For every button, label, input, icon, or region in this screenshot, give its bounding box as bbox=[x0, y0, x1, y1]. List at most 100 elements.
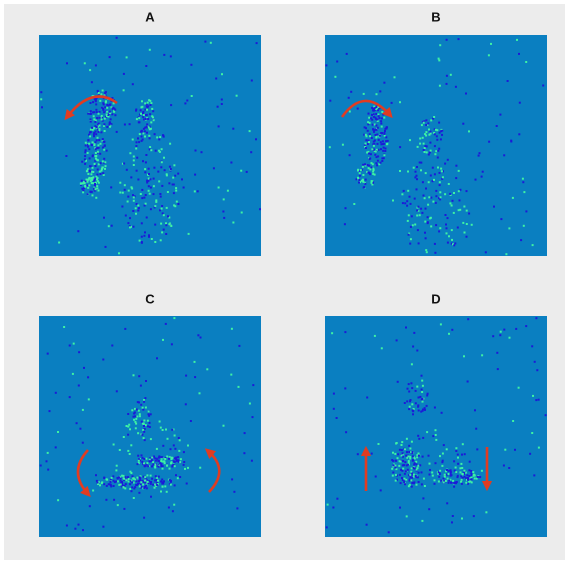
event-pixel bbox=[361, 165, 364, 168]
event-pixel bbox=[399, 460, 402, 463]
event-pixel bbox=[395, 442, 398, 444]
event-pixel bbox=[441, 452, 444, 455]
event-pixel bbox=[405, 464, 408, 467]
event-pixel bbox=[451, 199, 454, 202]
event-pixel bbox=[151, 465, 153, 468]
event-pixel bbox=[405, 478, 408, 481]
event-pixel bbox=[154, 149, 157, 152]
event-pixel bbox=[481, 170, 484, 173]
event-pixel bbox=[364, 145, 367, 148]
event-pixel bbox=[448, 479, 451, 482]
event-pixel bbox=[370, 117, 373, 120]
event-pixel bbox=[39, 464, 42, 467]
event-pixel bbox=[429, 141, 432, 144]
event-pixel bbox=[102, 103, 105, 106]
event-pixel bbox=[113, 481, 116, 484]
event-pixel bbox=[122, 484, 125, 487]
event-pixel bbox=[132, 199, 135, 202]
event-pixel bbox=[108, 110, 111, 113]
event-pixel bbox=[125, 425, 128, 427]
event-pixel bbox=[74, 527, 77, 530]
event-pixel bbox=[100, 93, 103, 96]
event-pixel bbox=[150, 495, 152, 498]
event-pixel bbox=[358, 172, 361, 175]
event-pixel bbox=[453, 485, 456, 488]
event-pixel bbox=[163, 53, 166, 56]
event-pixel bbox=[518, 133, 521, 136]
event-pixel bbox=[96, 481, 99, 484]
event-pixel bbox=[101, 116, 103, 119]
event-pixel bbox=[135, 169, 138, 172]
event-pixel bbox=[141, 197, 144, 200]
event-pixel bbox=[240, 169, 243, 172]
event-pixel bbox=[371, 183, 374, 186]
event-pixel bbox=[386, 142, 389, 145]
event-pixel bbox=[172, 444, 175, 447]
event-pixel bbox=[166, 455, 169, 458]
event-pixel bbox=[392, 464, 395, 467]
event-pixel bbox=[461, 467, 464, 469]
event-pixel bbox=[417, 396, 420, 399]
event-pixel bbox=[397, 453, 400, 456]
event-pixel bbox=[157, 479, 159, 482]
event-pixel bbox=[401, 202, 404, 205]
event-pixel bbox=[429, 149, 432, 152]
event-pixel bbox=[466, 380, 469, 383]
event-pixel bbox=[401, 469, 404, 472]
event-pixel bbox=[119, 181, 122, 184]
event-pixel bbox=[372, 170, 375, 173]
event-pixel bbox=[86, 184, 89, 187]
event-pixel bbox=[475, 427, 478, 430]
event-pixel bbox=[135, 422, 138, 425]
event-pixel bbox=[112, 485, 115, 487]
event-pixel bbox=[445, 38, 448, 41]
event-pixel bbox=[137, 137, 139, 140]
event-pixel bbox=[97, 146, 100, 149]
event-pixel bbox=[462, 122, 465, 125]
event-pixel bbox=[170, 458, 173, 460]
event-pixel bbox=[109, 483, 112, 486]
event-pixel bbox=[96, 147, 99, 149]
event-pixel bbox=[375, 128, 378, 131]
event-pixel bbox=[129, 152, 132, 155]
event-pixel bbox=[148, 137, 151, 140]
event-pixel bbox=[158, 149, 160, 152]
event-pixel bbox=[432, 200, 435, 203]
event-pixel bbox=[148, 421, 151, 424]
event-pixel bbox=[138, 401, 140, 404]
event-pixel bbox=[135, 118, 138, 121]
event-pixel bbox=[371, 163, 374, 166]
event-pixel bbox=[46, 451, 49, 454]
event-pixel bbox=[147, 118, 150, 120]
event-pixel bbox=[230, 161, 233, 164]
event-pixel bbox=[460, 475, 463, 478]
event-pixel bbox=[409, 473, 412, 476]
event-pixel bbox=[94, 165, 97, 167]
event-pixel bbox=[409, 139, 411, 142]
event-pixel bbox=[357, 176, 359, 179]
event-pixel bbox=[465, 209, 468, 212]
event-pixel bbox=[375, 106, 378, 109]
event-pixel bbox=[131, 475, 134, 478]
event-pixel bbox=[166, 437, 169, 440]
event-pixel bbox=[91, 128, 94, 131]
event-pixel bbox=[438, 84, 441, 87]
event-pixel bbox=[391, 474, 394, 477]
event-pixel bbox=[419, 142, 422, 145]
event-pixel bbox=[128, 453, 131, 455]
event-pixel bbox=[364, 163, 366, 166]
event-pixel bbox=[89, 110, 92, 113]
event-pixel bbox=[408, 451, 411, 453]
event-pixel bbox=[154, 223, 157, 226]
event-pixel bbox=[441, 133, 443, 136]
event-pixel bbox=[94, 183, 96, 185]
event-pixel bbox=[465, 190, 468, 193]
event-pixel bbox=[439, 227, 442, 230]
event-pixel bbox=[359, 181, 362, 184]
event-pixel bbox=[88, 169, 91, 172]
event-pixel bbox=[148, 414, 151, 417]
event-pixel bbox=[440, 479, 443, 482]
event-pixel bbox=[150, 459, 153, 462]
event-pixel bbox=[416, 456, 419, 459]
event-pixel bbox=[378, 117, 381, 119]
